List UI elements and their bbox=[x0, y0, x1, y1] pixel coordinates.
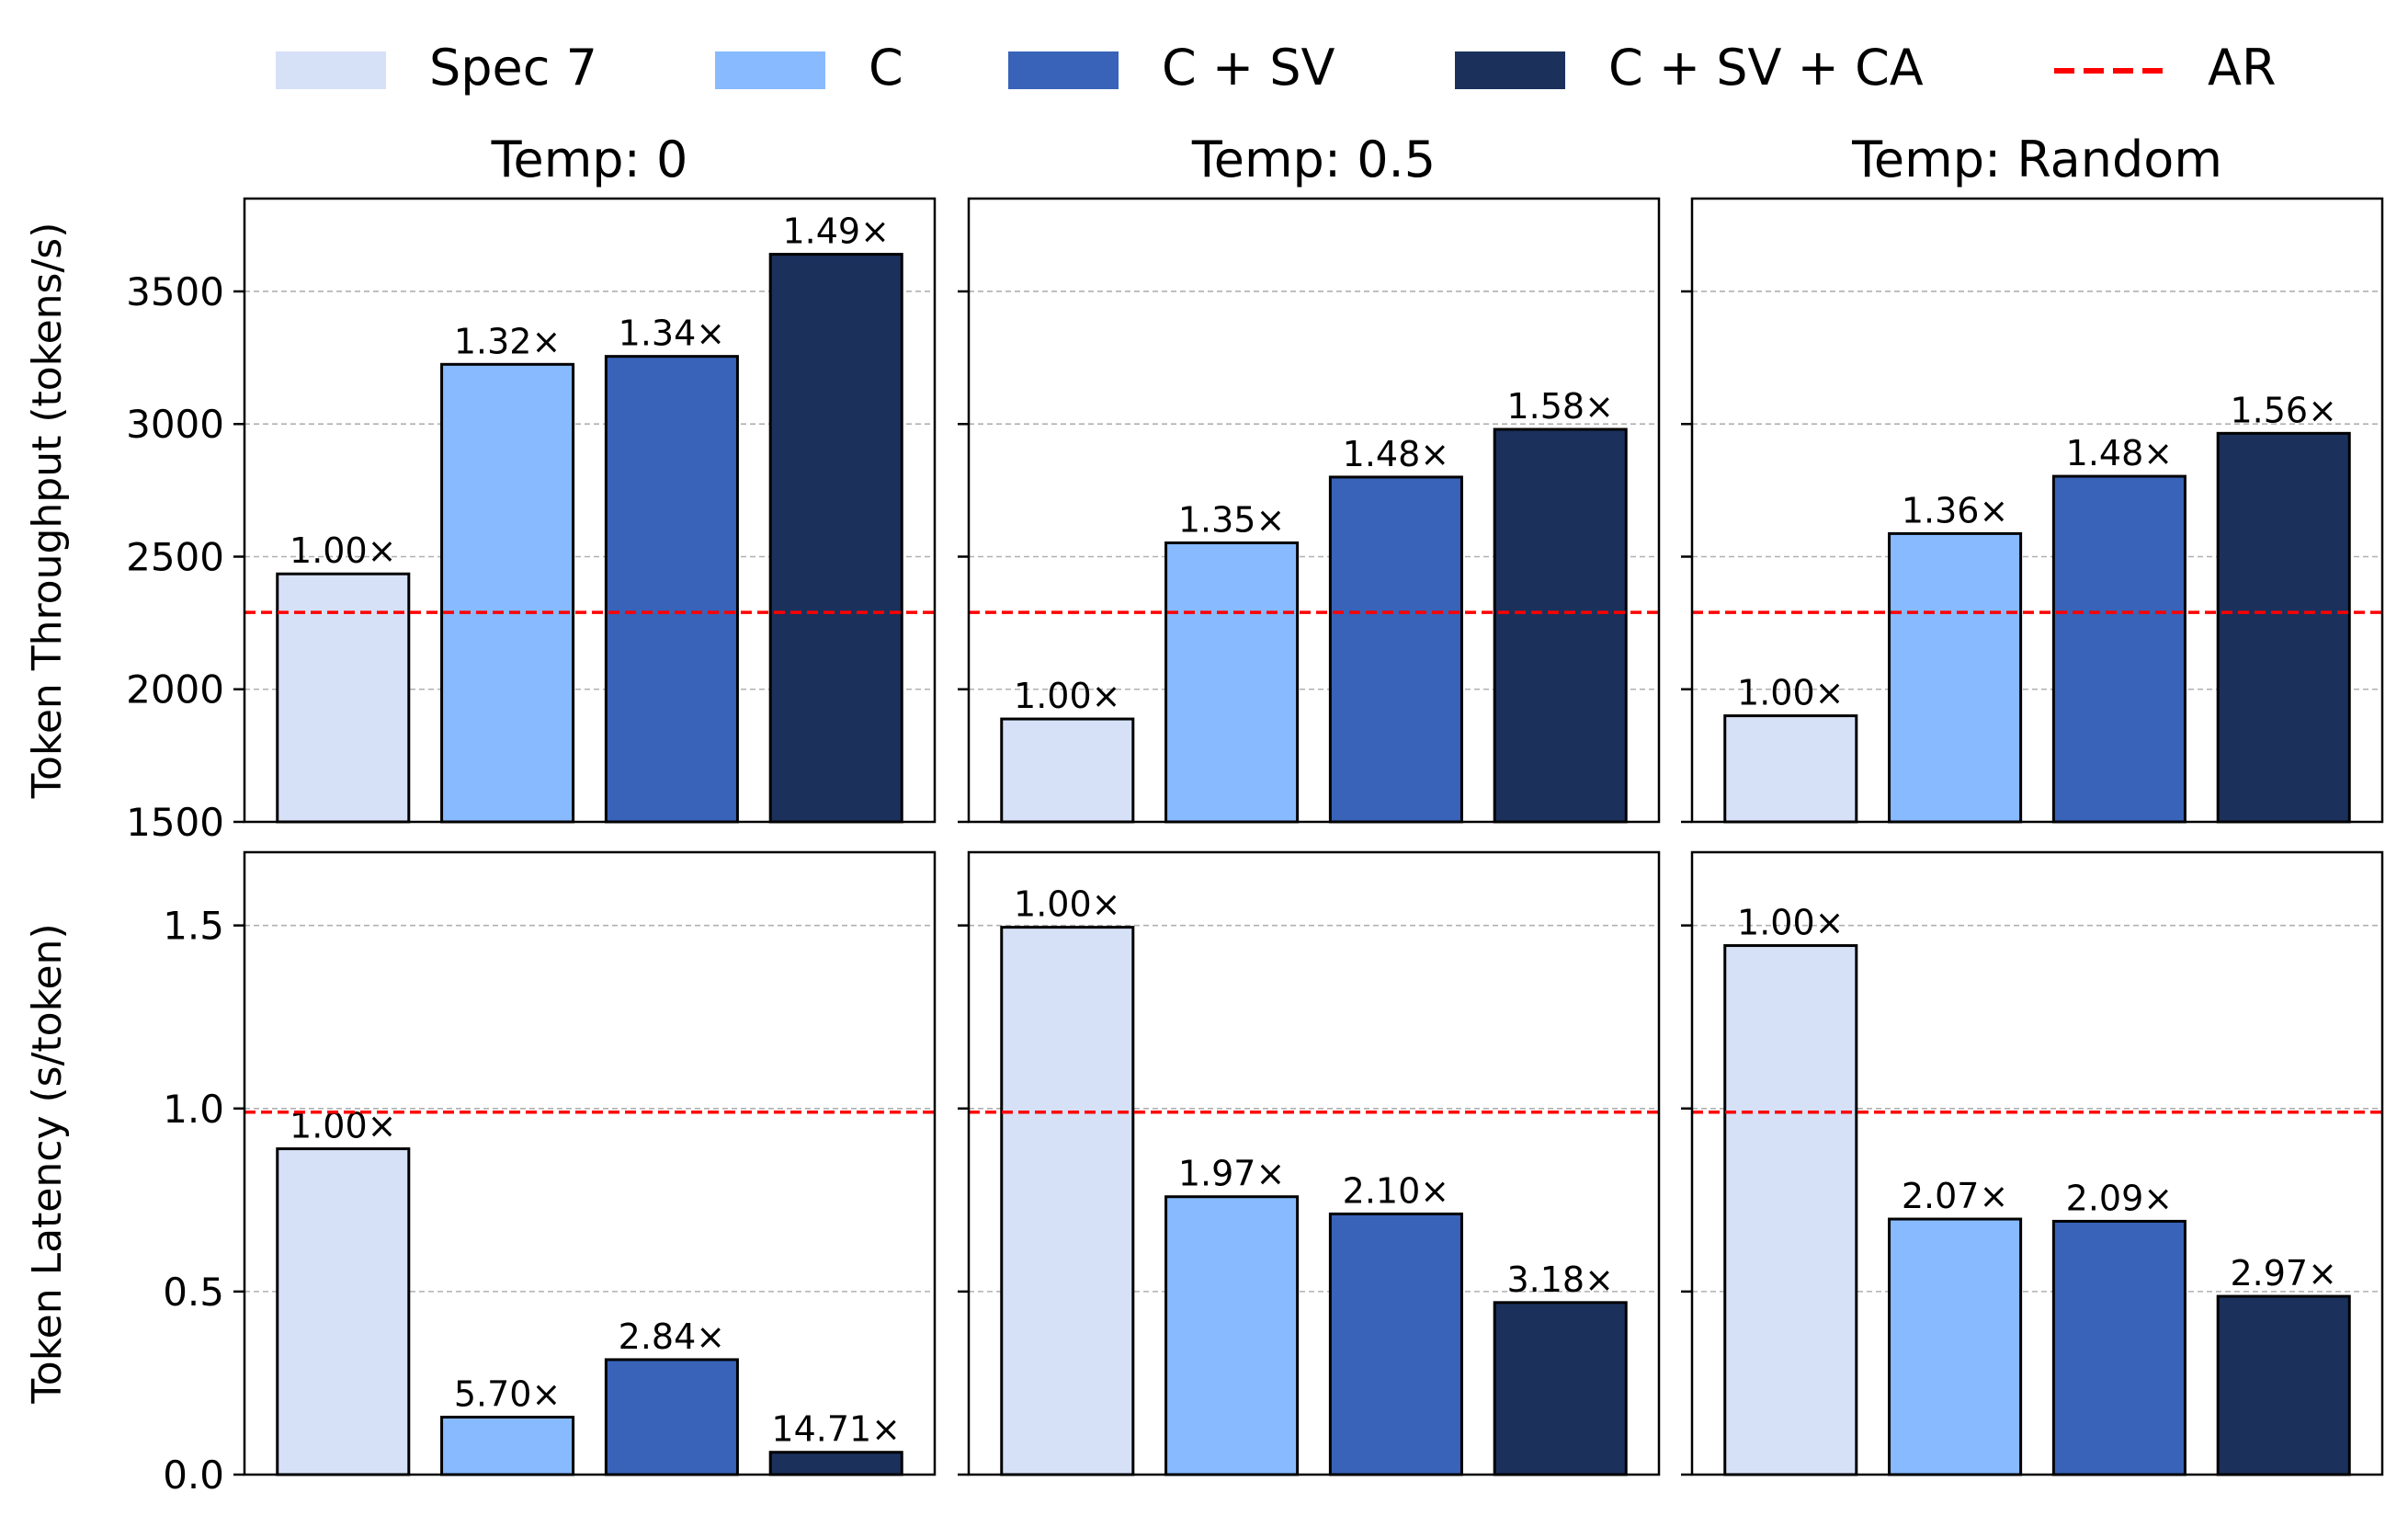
panel-1: 1.00× 1.35× 1.48× 1.58× Temp: 0.5 bbox=[958, 131, 1661, 824]
bar-label: 3.18× bbox=[1506, 1259, 1613, 1300]
bar-label: 2.97× bbox=[2230, 1253, 2336, 1293]
bar-label: 1.48× bbox=[1343, 434, 1449, 474]
legend-swatch bbox=[276, 51, 386, 89]
chart-panels: 1.00× 1.32× 1.34× 1.49× 1500 2000 2500 3000 3500… bbox=[24, 131, 2384, 1498]
bar-label: 1.97× bbox=[1178, 1154, 1285, 1194]
bar-label: 2.84× bbox=[619, 1316, 725, 1357]
bar-label: 1.58× bbox=[1506, 386, 1613, 427]
bar bbox=[1888, 1217, 2023, 1476]
y-tick-label: 2000 bbox=[126, 667, 224, 712]
bar bbox=[2216, 431, 2351, 824]
bar bbox=[604, 1358, 739, 1476]
panel-frame bbox=[1690, 850, 2384, 1476]
legend-label: C bbox=[869, 39, 903, 97]
bar-label: 2.07× bbox=[1902, 1176, 2008, 1216]
y-tick-label: 3500 bbox=[126, 269, 224, 314]
legend-label: C + SV + CA bbox=[1608, 39, 1924, 97]
bar-label: 1.36× bbox=[1902, 490, 2008, 530]
bar bbox=[768, 1451, 903, 1476]
bar bbox=[1723, 944, 1858, 1476]
panel-0: 1.00× 1.32× 1.34× 1.49× 1500 2000 2500 3000 3500… bbox=[24, 131, 937, 845]
legend-label: AR bbox=[2208, 39, 2276, 97]
y-tick-label: 1.0 bbox=[163, 1087, 224, 1132]
bar bbox=[1328, 475, 1463, 824]
y-axis-label: Token Latency (s/token) bbox=[24, 923, 71, 1404]
bar bbox=[2216, 1294, 2351, 1476]
legend-swatch bbox=[1008, 51, 1119, 89]
panel-4: 1.00× 1.97× 2.10× 3.18× bbox=[958, 850, 1661, 1476]
bar bbox=[768, 253, 903, 824]
bar-label: 5.70× bbox=[454, 1373, 561, 1414]
legend-swatch bbox=[1455, 51, 1565, 89]
y-tick-label: 3000 bbox=[126, 402, 224, 447]
panel-5: 1.00× 2.07× 2.09× 2.97× bbox=[1681, 850, 2384, 1476]
bar-label: 1.00× bbox=[290, 530, 396, 571]
bar bbox=[276, 1147, 411, 1476]
y-axis-label: Token Throughput (tokens/s) bbox=[24, 222, 71, 800]
bar bbox=[1164, 1195, 1300, 1476]
bar bbox=[1493, 427, 1628, 824]
bar bbox=[1328, 1212, 1463, 1476]
legend-label: C + SV bbox=[1162, 39, 1335, 97]
bar bbox=[440, 1415, 575, 1476]
legend-label: Spec 7 bbox=[429, 39, 597, 97]
panel-title: Temp: 0.5 bbox=[1191, 131, 1436, 188]
bar bbox=[276, 572, 411, 824]
bar bbox=[1888, 531, 2023, 824]
bar bbox=[440, 362, 575, 824]
bar-label: 1.00× bbox=[1014, 884, 1120, 925]
bar-label: 1.00× bbox=[1737, 673, 1844, 713]
bar bbox=[2051, 1219, 2187, 1476]
y-tick-label: 1500 bbox=[126, 800, 224, 845]
bar-label: 1.00× bbox=[1014, 676, 1120, 716]
panel-frame bbox=[967, 197, 1661, 824]
y-tick-label: 0.0 bbox=[163, 1453, 224, 1498]
legend-item-4: AR bbox=[2054, 39, 2276, 97]
bar bbox=[1000, 926, 1135, 1476]
legend-item-1: C bbox=[715, 39, 903, 97]
legend-item-3: C + SV + CA bbox=[1455, 39, 1924, 97]
bar bbox=[1723, 714, 1858, 824]
bar-label: 1.00× bbox=[1737, 903, 1844, 943]
panel-2: 1.00× 1.36× 1.48× 1.56× Temp: Random bbox=[1681, 131, 2384, 824]
panel-frame bbox=[243, 197, 937, 824]
y-tick-label: 0.5 bbox=[163, 1270, 224, 1315]
bar bbox=[2051, 474, 2187, 824]
bar-label: 1.48× bbox=[2066, 433, 2173, 473]
panel-title: Temp: Random bbox=[1851, 131, 2222, 188]
panel-title: Temp: 0 bbox=[491, 131, 688, 188]
bar-label: 1.34× bbox=[619, 313, 725, 354]
panel-frame bbox=[243, 850, 937, 1476]
panel-frame bbox=[967, 850, 1661, 1476]
bar-label: 1.32× bbox=[454, 321, 561, 361]
y-tick-label: 1.5 bbox=[163, 904, 224, 949]
legend-item-2: C + SV bbox=[1008, 39, 1335, 97]
bar bbox=[1000, 717, 1135, 824]
bar-label: 2.09× bbox=[2066, 1178, 2173, 1218]
y-tick-label: 2500 bbox=[126, 534, 224, 579]
legend: Spec 7 C C + SV C + SV + CA AR bbox=[276, 39, 2276, 97]
bar-label: 2.10× bbox=[1343, 1170, 1449, 1211]
bar-label: 1.49× bbox=[782, 211, 889, 252]
bar-label: 14.71× bbox=[771, 1409, 901, 1450]
legend-swatch bbox=[715, 51, 825, 89]
bar-label: 1.56× bbox=[2230, 390, 2336, 430]
bar bbox=[604, 355, 739, 824]
panel-frame bbox=[1690, 197, 2384, 824]
bar bbox=[1493, 1301, 1628, 1476]
legend-item-0: Spec 7 bbox=[276, 39, 597, 97]
bar bbox=[1164, 541, 1300, 824]
bar-label: 1.35× bbox=[1178, 499, 1285, 540]
